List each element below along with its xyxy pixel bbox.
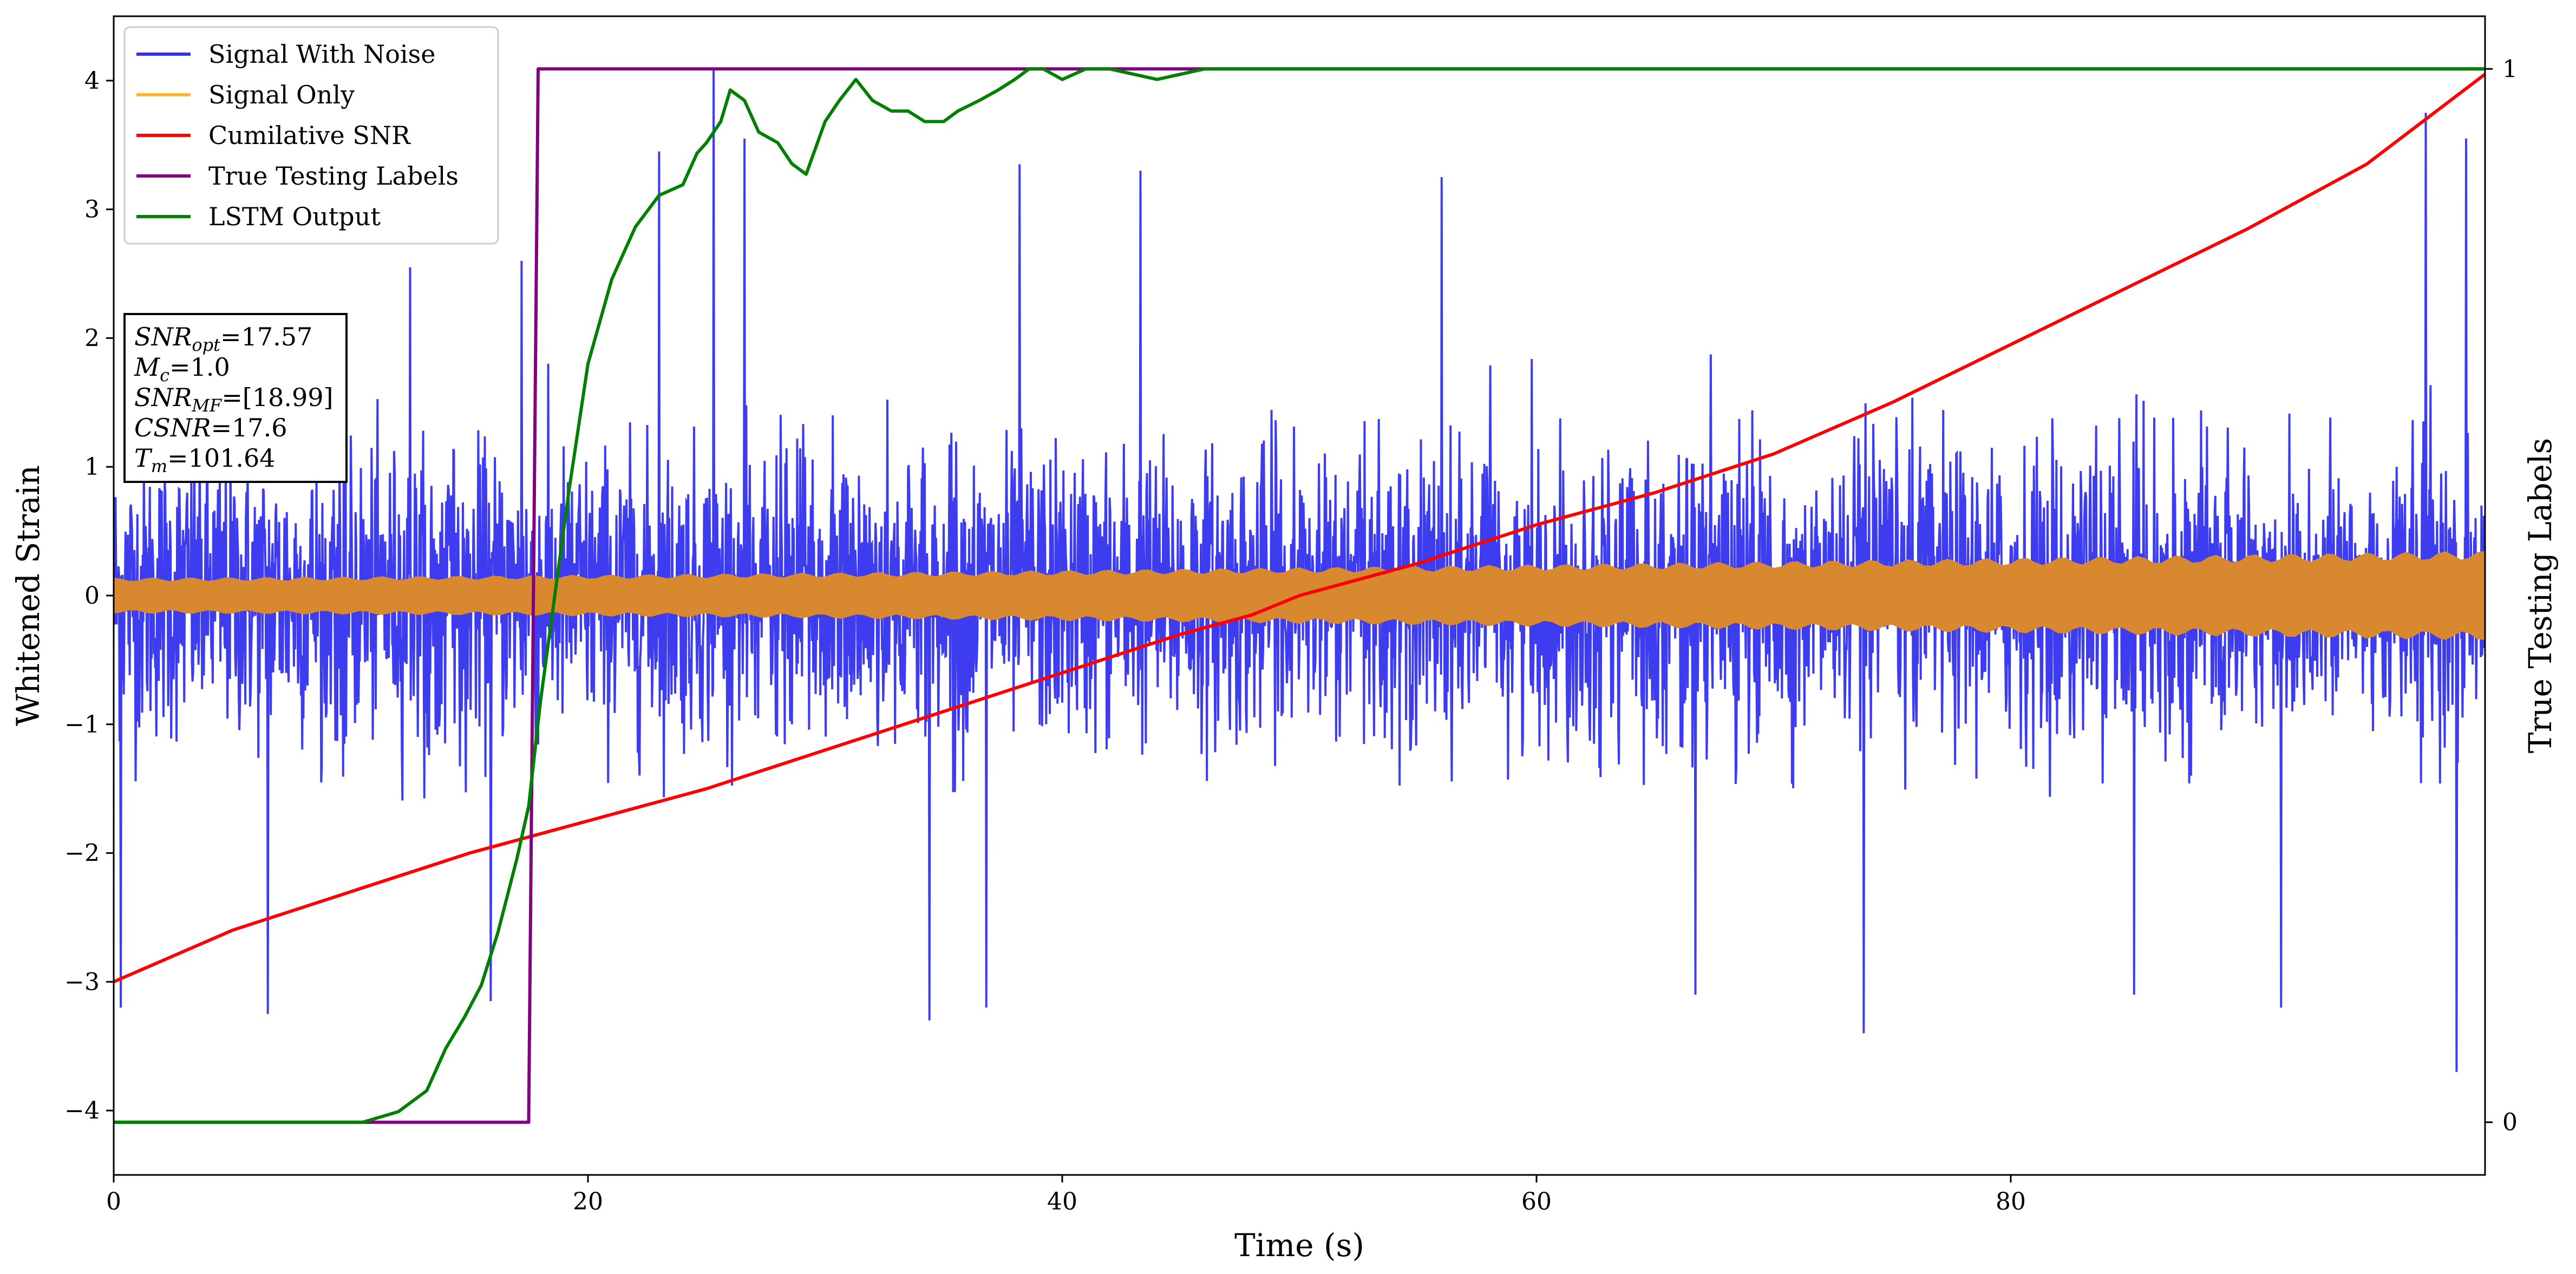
y-tick-label: −3 bbox=[64, 968, 100, 996]
y-tick-label: −1 bbox=[64, 711, 100, 739]
x-tick-label: 0 bbox=[106, 1188, 121, 1216]
legend-label: Signal Only bbox=[208, 80, 355, 109]
y-tick-label: 0 bbox=[84, 582, 100, 610]
annotation-frame bbox=[123, 313, 348, 483]
legend: Signal With Noise Signal Only Cumilative S… bbox=[123, 26, 499, 245]
plot-area bbox=[114, 67, 2485, 1124]
y-tick-label: 4 bbox=[84, 67, 100, 95]
annotation-line: CSNR=17.6 bbox=[134, 413, 287, 442]
series-cumulative-snr bbox=[114, 73, 2485, 984]
y-tick-label: 1 bbox=[84, 453, 100, 481]
y2-tick-label: 1 bbox=[2502, 55, 2518, 83]
y-tick-label: 2 bbox=[84, 324, 100, 352]
x-tick-label: 40 bbox=[1047, 1188, 1077, 1216]
series-signal-with-noise bbox=[114, 68, 2485, 1072]
y-axis-label: Whitened Strain bbox=[10, 465, 47, 726]
annotation-line: Mc=1.0 bbox=[134, 352, 230, 386]
x-tick-label: 20 bbox=[573, 1188, 603, 1216]
annotation-line: SNRMF=[18.99] bbox=[134, 383, 334, 416]
y-tick-label: 3 bbox=[84, 196, 100, 224]
legend-label: Signal With Noise bbox=[208, 40, 435, 69]
y2-tick-label: 0 bbox=[2502, 1109, 2518, 1136]
y-tick-label: −4 bbox=[64, 1097, 100, 1125]
x-tick-label: 60 bbox=[1521, 1188, 1552, 1216]
x-axis-label: Time (s) bbox=[1234, 1227, 1364, 1264]
annotation-line: Tm=101.64 bbox=[134, 443, 276, 476]
annotation-box: SNRopt=17.57Mc=1.0SNRMF=[18.99]CSNR=17.6… bbox=[123, 313, 348, 483]
legend-label: Cumilative SNR bbox=[208, 121, 411, 150]
legend-label: LSTM Output bbox=[208, 202, 381, 231]
legend-label: True Testing Labels bbox=[208, 161, 459, 191]
legend-box bbox=[123, 26, 499, 245]
y-tick-label: −2 bbox=[64, 840, 100, 867]
y2-axis-label: True Testing Labels bbox=[2522, 438, 2559, 753]
series-lstm-output bbox=[114, 67, 2485, 1124]
annotation-line: SNRopt=17.57 bbox=[134, 322, 312, 355]
x-tick-label: 80 bbox=[1996, 1188, 2026, 1216]
